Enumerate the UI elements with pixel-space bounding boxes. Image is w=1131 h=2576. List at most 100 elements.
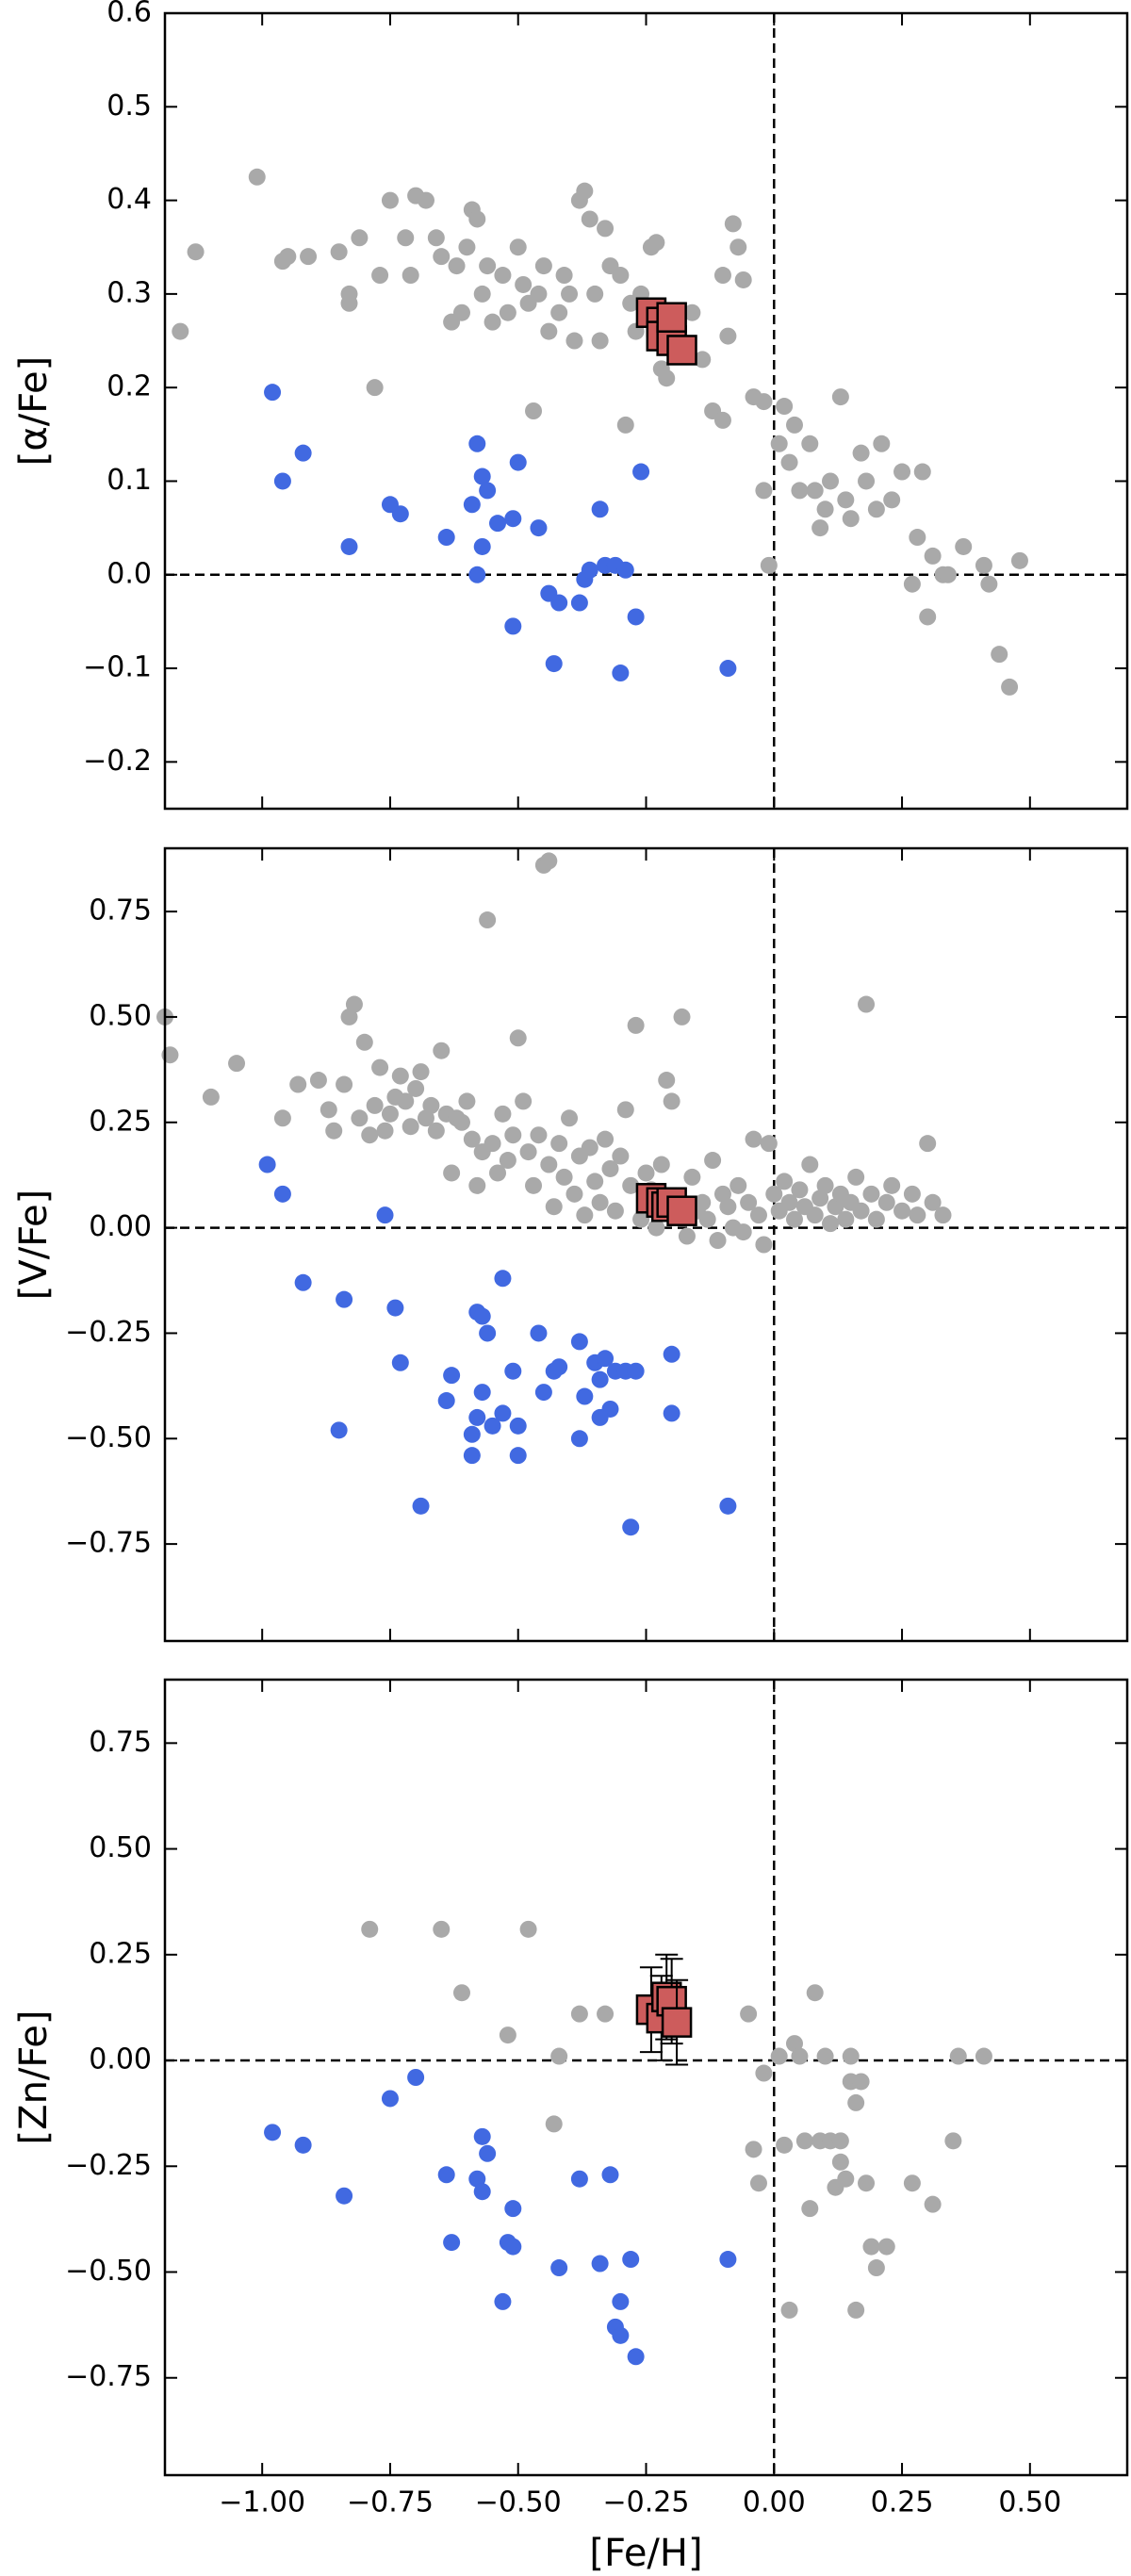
x-tick-label: 0.25 <box>871 2486 934 2519</box>
point <box>944 2132 962 2150</box>
axes-frame <box>163 1678 1129 2477</box>
x-tick-label: 0.50 <box>998 2486 1061 2519</box>
point <box>452 1984 470 2002</box>
point <box>765 1185 783 1203</box>
point <box>468 1408 486 1426</box>
point <box>776 2136 794 2154</box>
point <box>433 1042 451 1059</box>
point <box>616 1101 634 1119</box>
point <box>336 2187 353 2205</box>
point <box>545 655 563 673</box>
point <box>883 1176 901 1194</box>
point <box>755 1236 773 1254</box>
point <box>709 1232 727 1250</box>
point <box>273 472 291 490</box>
point <box>187 243 205 261</box>
point <box>479 257 497 275</box>
point <box>734 271 752 288</box>
point <box>443 2234 461 2252</box>
point <box>228 1055 246 1073</box>
point <box>248 168 266 186</box>
point <box>867 500 885 518</box>
point <box>776 1173 794 1190</box>
x-tick-label: −0.75 <box>347 2486 434 2519</box>
point <box>601 2166 619 2184</box>
point <box>504 2200 522 2218</box>
point <box>666 1195 697 1226</box>
point <box>468 2170 486 2188</box>
point <box>666 335 697 366</box>
point <box>437 529 455 547</box>
point <box>780 1193 798 1211</box>
y-tick-label: −0.50 <box>65 1421 152 1454</box>
point <box>555 1168 573 1186</box>
point <box>632 463 650 481</box>
point <box>458 238 476 256</box>
point <box>525 402 543 419</box>
y-tick-label: 0.25 <box>89 1105 152 1138</box>
y-axis-label: [V/Fe] <box>12 1190 56 1300</box>
point <box>622 1518 640 1536</box>
point <box>448 257 466 275</box>
point <box>612 2326 630 2344</box>
point <box>397 1092 415 1110</box>
point <box>612 267 630 285</box>
point <box>494 1270 512 1288</box>
point <box>877 2238 895 2256</box>
point <box>550 594 568 612</box>
point <box>816 500 834 518</box>
point <box>320 1101 337 1119</box>
point <box>842 2047 860 2065</box>
point <box>816 1176 834 1194</box>
point <box>473 2127 491 2145</box>
point <box>355 1033 373 1051</box>
point <box>391 1067 409 1085</box>
point <box>273 1109 291 1127</box>
point <box>740 2005 758 2023</box>
y-tick-label: −0.25 <box>65 2149 152 2182</box>
point <box>473 1384 491 1402</box>
point <box>581 210 598 228</box>
point <box>330 243 348 261</box>
point <box>437 2166 455 2184</box>
point <box>463 1447 481 1465</box>
point <box>540 322 558 340</box>
point <box>975 556 992 574</box>
point <box>417 191 434 209</box>
point <box>443 1164 461 1182</box>
point <box>504 1362 522 1380</box>
point <box>694 1193 712 1211</box>
point <box>719 2251 737 2269</box>
point <box>632 1210 650 1228</box>
point <box>991 646 1008 664</box>
point <box>570 2170 588 2188</box>
point <box>412 1497 430 1515</box>
point <box>627 2348 645 2366</box>
point <box>852 444 870 462</box>
y-tick-label: −0.50 <box>65 2255 152 2288</box>
point <box>515 1092 533 1110</box>
point <box>601 1159 619 1177</box>
point <box>576 1206 594 1224</box>
point <box>719 1497 737 1515</box>
y-tick-label: 0.6 <box>107 0 152 29</box>
point <box>366 379 384 397</box>
point <box>873 435 891 452</box>
point <box>427 1122 445 1140</box>
point <box>658 369 676 387</box>
point <box>473 468 491 485</box>
point <box>658 1072 676 1090</box>
point <box>877 1193 895 1211</box>
point <box>550 1135 568 1153</box>
point <box>606 1202 624 1220</box>
x-tick-label: −0.25 <box>603 2486 690 2519</box>
point <box>785 2035 803 2053</box>
point <box>509 1447 527 1465</box>
point <box>351 1109 369 1127</box>
point <box>919 1135 937 1153</box>
point <box>258 1156 276 1173</box>
point <box>489 1164 507 1182</box>
point <box>980 575 998 593</box>
point <box>806 1206 824 1224</box>
point <box>801 1156 819 1173</box>
